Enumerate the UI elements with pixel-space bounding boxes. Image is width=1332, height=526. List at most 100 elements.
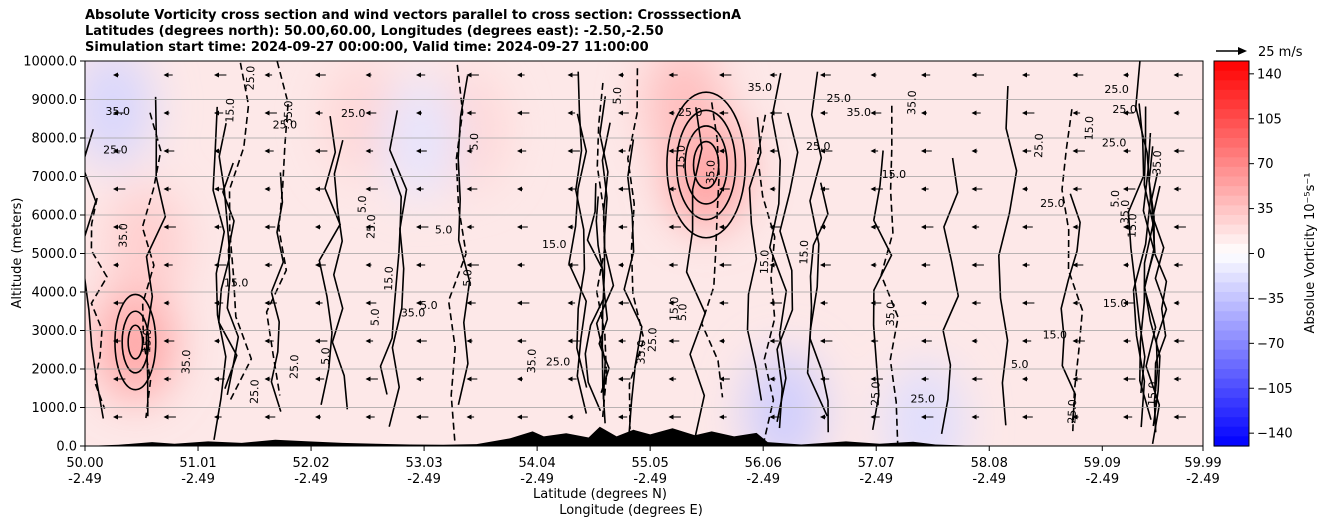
colorbar-segment — [1214, 397, 1249, 409]
wind-vector-head — [113, 224, 118, 230]
contour-label: 35.0 — [282, 100, 296, 125]
wind-vector-head — [1072, 262, 1078, 268]
wind-vector-head — [113, 72, 118, 78]
contour-label: 35.0 — [905, 90, 919, 115]
wind-vector-head — [214, 148, 219, 154]
wind-vector-head — [1022, 300, 1027, 306]
wind-vector-head — [315, 148, 320, 154]
contour-line — [601, 122, 611, 424]
contour-label: 25.0 — [341, 107, 366, 120]
wind-vector-head — [618, 300, 623, 306]
wind-vector-head — [1123, 72, 1128, 78]
wind-vector-head — [820, 262, 825, 268]
x-axis: 50.00-2.4951.01-2.4952.02-2.4953.03-2.49… — [66, 446, 1222, 487]
x-tick-label-lat: 59.09 — [1084, 456, 1121, 471]
wind-vector-head — [567, 186, 573, 192]
wind-vector-head — [820, 414, 825, 420]
y-tick-label: 2000.0 — [32, 363, 78, 378]
wind-vector-head — [1123, 148, 1128, 154]
colorbar-tick-label: −140 — [1257, 427, 1293, 442]
wind-vector-head — [1123, 300, 1128, 306]
wind-vector-head — [1072, 186, 1078, 192]
wind-vector-head — [870, 338, 876, 344]
contour-label: 25.0 — [364, 214, 378, 239]
wind-vector-head — [618, 186, 623, 192]
y-tick-label: 5000.0 — [32, 247, 78, 262]
wind-vector-head — [264, 186, 270, 192]
contour-label: 5.0 — [1109, 190, 1123, 208]
contour-label: 5.0 — [319, 347, 333, 365]
wind-vector-head — [315, 414, 320, 420]
wind-vector-head — [618, 72, 623, 78]
colorbar-segment — [1214, 349, 1249, 360]
contour-label: 25.0 — [287, 354, 301, 379]
wind-vector-head — [820, 338, 825, 344]
wind-vector-head — [365, 110, 371, 116]
x-tick-label-lon: -2.49 — [746, 472, 780, 487]
wind-vector-head — [1072, 110, 1078, 116]
wind-vector-head — [1022, 414, 1027, 420]
vorticity-hotspot — [884, 362, 965, 446]
contour-label: 15.0 — [1103, 297, 1128, 310]
wind-vector-head — [719, 338, 724, 344]
contour-label: 5.0 — [461, 269, 475, 287]
wind-vector-head — [416, 414, 421, 420]
vorticity-hotspot — [85, 61, 153, 168]
contour-label: 35.0 — [1150, 150, 1164, 175]
wind-vector-head — [214, 414, 219, 420]
colorbar-tick-label: 70 — [1257, 157, 1274, 172]
wind-vector-head — [466, 110, 472, 116]
wind-vector-head — [1072, 148, 1078, 154]
contour-label: 5.0 — [611, 87, 625, 105]
wind-vector-head — [668, 262, 674, 268]
wind-vector-head — [113, 338, 118, 344]
contour-labels: 35.025.05.025.025.025.015.035.035.035.05… — [103, 66, 1164, 424]
wind-vector-head — [971, 148, 977, 154]
contour-line — [756, 114, 776, 441]
colorbar-segment — [1214, 176, 1249, 187]
contour-label: 25.0 — [1040, 197, 1065, 210]
colorbar-segment — [1214, 359, 1249, 370]
contour-line — [1138, 106, 1154, 420]
colorbar-segment — [1214, 340, 1249, 351]
contour-label: 25.0 — [1104, 83, 1129, 96]
colorbar-segment — [1214, 89, 1249, 101]
colorbar-segment — [1214, 369, 1249, 380]
contour-label: 25.0 — [244, 66, 258, 91]
x-tick-label-lon: -2.49 — [520, 472, 554, 487]
x-tick-label-lat: 59.99 — [1184, 456, 1221, 471]
contour-line — [880, 105, 899, 445]
contour-line — [1127, 103, 1146, 394]
colorbar-tick-label: −70 — [1257, 337, 1284, 352]
wind-vector-head — [264, 72, 270, 78]
wind-vector-head — [264, 376, 270, 382]
x-tick-label-lat: 53.03 — [405, 456, 442, 471]
contour-label: 15.0 — [1082, 116, 1096, 141]
wind-vector-head — [1072, 338, 1078, 344]
wind-vector-head — [466, 376, 472, 382]
wind-vector-head — [163, 376, 169, 382]
wind-vector-head — [971, 72, 977, 78]
wind-vector-head — [517, 148, 522, 154]
contour-label: 35.0 — [179, 349, 193, 374]
contour-label: 25.0 — [1112, 103, 1137, 116]
vorticity-hotspot — [744, 351, 825, 446]
wind-vector-head — [1173, 414, 1179, 420]
wind-vector-head — [921, 148, 926, 154]
wind-vector-head — [365, 414, 371, 420]
wind-vector-head — [416, 72, 421, 78]
contour-label: 35.0 — [1118, 199, 1132, 224]
contour-line — [331, 140, 349, 410]
wind-vector-head — [466, 72, 472, 78]
wind-vector-head — [1123, 224, 1128, 230]
wind-vector-head — [113, 300, 118, 306]
wind-vector-head — [618, 262, 623, 268]
wind-vector-head — [719, 414, 724, 420]
wind-vector-head — [517, 72, 522, 78]
contour-line — [626, 68, 645, 430]
wind-vector-head — [921, 72, 926, 78]
wind-vector-head — [1072, 376, 1078, 382]
colorbar-segment — [1214, 436, 1249, 447]
wind-vector-head — [921, 110, 926, 116]
chart-title-line-1: Absolute Vorticity cross section and win… — [85, 8, 742, 23]
